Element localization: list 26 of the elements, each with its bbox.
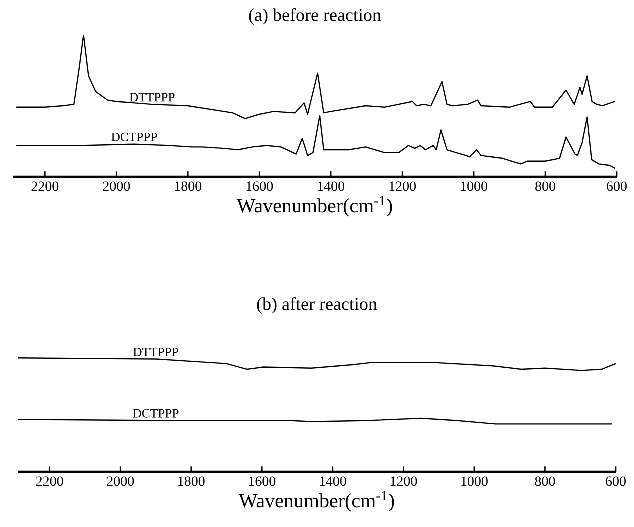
- x-tick-label: 800: [536, 182, 556, 192]
- x-tick-label: 1600: [246, 182, 274, 192]
- series-label: DTTPPP: [133, 348, 178, 356]
- x-tick-label: 1800: [178, 476, 205, 486]
- x-tick-label: 2200: [32, 182, 59, 192]
- series-label: DTTPPP: [130, 93, 175, 102]
- x-tick-label: 1400: [320, 476, 346, 486]
- x-axis-title: Wavenumber(cm$^{-1}$): [236, 196, 392, 217]
- x-tick-label: 2200: [36, 476, 64, 486]
- x-tick-label: 1200: [390, 182, 416, 192]
- x-tick-label: 1000: [461, 182, 488, 192]
- x-tick-label: 1200: [390, 476, 418, 486]
- chart-title: (a) before reaction: [249, 8, 382, 25]
- series-label: DCTPPP: [133, 409, 179, 418]
- x-tick-label: 1800: [175, 182, 202, 192]
- x-tick-label: 600: [606, 476, 626, 486]
- x-tick-label: 800: [535, 476, 556, 486]
- x-tick-label: 1600: [249, 476, 276, 486]
- chart-title: (b) after reaction: [257, 297, 378, 314]
- x-tick-label: 2000: [107, 476, 134, 486]
- x-tick-label: 600: [607, 182, 627, 192]
- x-tick-label: 1400: [318, 182, 345, 192]
- x-tick-label: 1000: [462, 476, 488, 486]
- x-axis-title: Wavenumber(cm$^{-1}$): [238, 491, 394, 512]
- x-tick-label: 2000: [103, 182, 130, 192]
- series-label: DCTPPP: [112, 132, 158, 142]
